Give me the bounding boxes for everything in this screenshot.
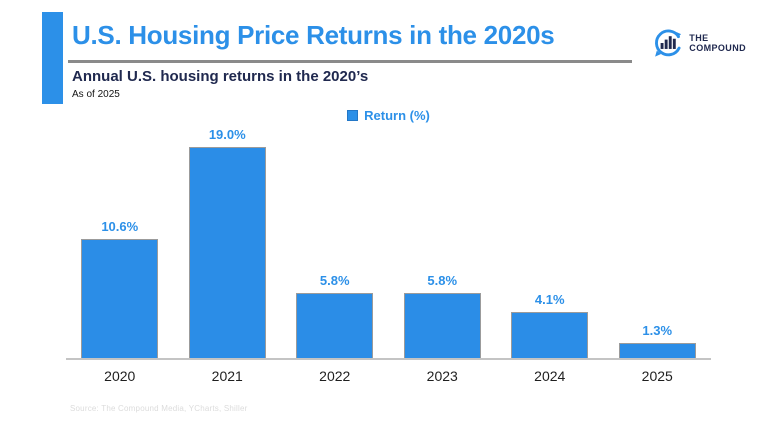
bar bbox=[188, 147, 266, 358]
bar bbox=[81, 239, 159, 358]
bar-value-label: 5.8% bbox=[319, 273, 350, 288]
x-axis-label: 2020 bbox=[104, 368, 136, 384]
bar-chart-plot-area: 10.6% 19.0% 5.8% 5.8% 4.1% 1.3% bbox=[66, 127, 711, 360]
chart-legend: Return (%) bbox=[66, 108, 711, 123]
x-axis-label: 2024 bbox=[534, 368, 566, 384]
brand-logo-line1: THE bbox=[689, 33, 709, 43]
bar-slot-2020: 10.6% bbox=[66, 127, 174, 358]
bar-value-label: 19.0% bbox=[208, 127, 246, 142]
x-axis-labels: 2020 2021 2022 2023 2024 2025 bbox=[66, 368, 711, 384]
brand-logo-line2: COMPOUND bbox=[689, 43, 746, 53]
legend-label: Return (%) bbox=[364, 108, 430, 123]
brand-logo-text: THE COMPOUND bbox=[689, 33, 746, 53]
bar bbox=[511, 312, 589, 358]
bar-value-label: 10.6% bbox=[101, 219, 139, 234]
bar-value-label: 4.1% bbox=[534, 292, 565, 307]
bar-slot-2022: 5.8% bbox=[281, 127, 389, 358]
bar bbox=[296, 293, 374, 358]
as-of-date: As of 2025 bbox=[72, 89, 120, 100]
bar-slot-2024: 4.1% bbox=[496, 127, 604, 358]
bar-slot-2021: 19.0% bbox=[174, 127, 282, 358]
bar-slot-2023: 5.8% bbox=[389, 127, 497, 358]
chart-subtitle: Annual U.S. housing returns in the 2020’… bbox=[72, 68, 369, 85]
bar-chart-speech-bubble-icon bbox=[655, 29, 682, 57]
source-attribution: Source: The Compound Media, YCharts, Shi… bbox=[70, 404, 248, 413]
bar bbox=[403, 293, 481, 358]
bar-slot-2025: 1.3% bbox=[604, 127, 712, 358]
bar-value-label: 1.3% bbox=[642, 323, 673, 338]
brand-logo: THE COMPOUND bbox=[650, 26, 746, 60]
title-divider bbox=[68, 60, 632, 63]
x-axis-label: 2023 bbox=[426, 368, 458, 384]
accent-bar bbox=[42, 12, 63, 104]
x-axis-label: 2022 bbox=[319, 368, 351, 384]
bar-value-label: 5.8% bbox=[427, 273, 458, 288]
x-axis-label: 2025 bbox=[641, 368, 673, 384]
x-axis-label: 2021 bbox=[211, 368, 243, 384]
page-title: U.S. Housing Price Returns in the 2020s bbox=[72, 20, 555, 50]
legend-swatch-icon bbox=[347, 110, 359, 121]
bar bbox=[618, 343, 696, 358]
